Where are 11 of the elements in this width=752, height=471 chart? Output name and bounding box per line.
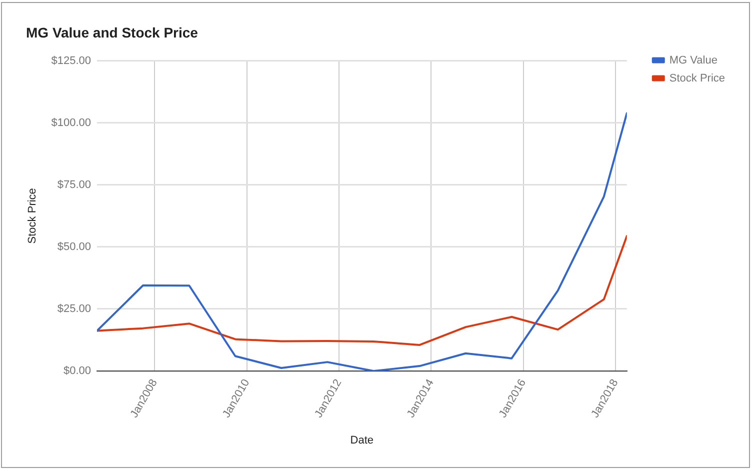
y-tick-label: $0.00 (63, 365, 91, 378)
legend-label: MG Value (669, 54, 718, 66)
chart-title: MG Value and Stock Price (26, 24, 198, 40)
y-tick-label: $25.00 (57, 302, 91, 315)
x-axis-title: Date (350, 434, 374, 446)
y-tick-label: $125.00 (51, 54, 91, 67)
y-tick-label: $75.00 (57, 178, 91, 191)
y-axis-title: Stock Price (26, 188, 39, 244)
legend-label: Stock Price (669, 72, 726, 84)
y-tick-label: $100.00 (51, 116, 91, 129)
y-tick-label: $50.00 (57, 240, 91, 253)
